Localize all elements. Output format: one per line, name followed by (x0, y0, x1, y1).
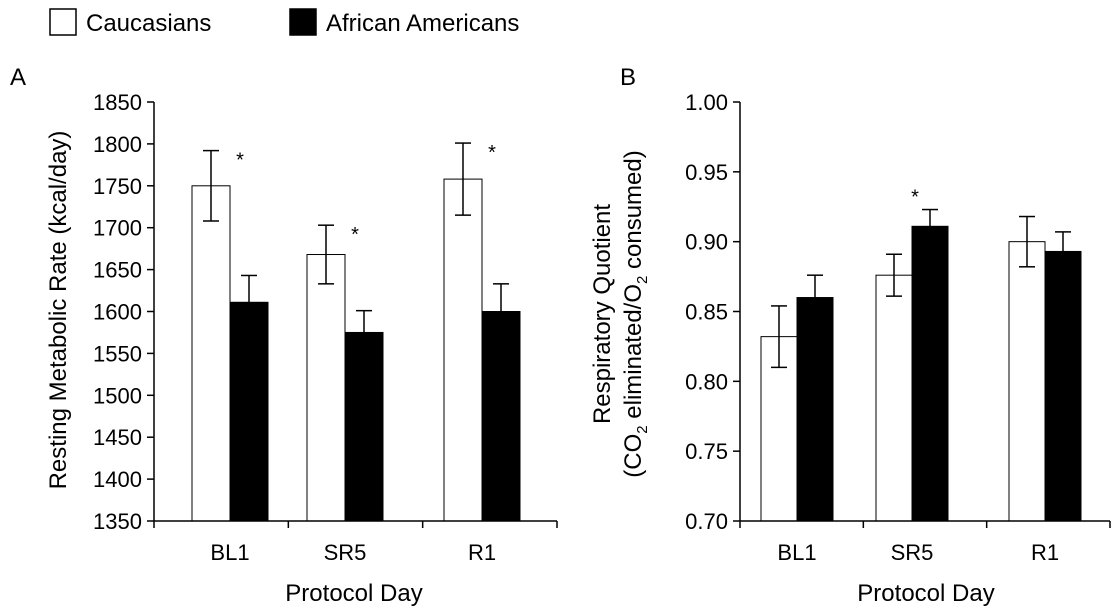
x-tick-label: SR5 (891, 540, 934, 565)
panel-b-x-axis-label: Protocol Day (857, 580, 994, 607)
panel-b-error-bars (771, 208, 1071, 369)
bar-african-americans-sr5 (911, 225, 949, 522)
y-tick-label: 1350 (93, 509, 142, 534)
y-tick-label: 1750 (93, 174, 142, 199)
panel-b-letter: B (620, 64, 636, 91)
y-tick-label: 1600 (93, 300, 142, 325)
panel-b-bars (760, 225, 1082, 522)
x-tick-label: R1 (468, 540, 496, 565)
y-tick-label: 1850 (93, 90, 142, 115)
y-tick-label: 1.00 (685, 90, 728, 115)
x-tick-label: BL1 (210, 540, 249, 565)
bar-african-americans-sr5 (344, 331, 384, 522)
panel-b-axes (733, 101, 1111, 528)
y-tick-label: 0.90 (685, 230, 728, 255)
y-tick-label: 1550 (93, 341, 142, 366)
x-tick-label: R1 (1031, 540, 1059, 565)
bar-caucasians-r1 (1008, 241, 1046, 522)
panel-b-y-axis-label-line1: Respiratory Quotient (589, 204, 616, 424)
y-tick-label: 1450 (93, 425, 142, 450)
panel-a-chart: * * * 1350 1400 1450 1500 1550 1600 1650 1700 1750… (45, 90, 558, 607)
bar-african-americans-r1 (1044, 250, 1082, 522)
panel-a-axes (147, 101, 558, 528)
legend-swatch-african-americans (289, 8, 317, 36)
significance-marker: * (488, 142, 496, 164)
bar-african-americans-bl1 (229, 301, 269, 522)
ylabel-sub-o2: 2 (634, 276, 651, 284)
panel-b-y-axis-label-line2: (CO2 eliminated/O2 consumed) (620, 150, 651, 477)
panel-b-chart: * 0.700.750.800.850.900.951.00 BL1 SR5 R1 … (589, 90, 1111, 607)
panel-b-x-tick-labels: BL1 SR5 R1 (777, 540, 1059, 565)
significance-marker: * (911, 187, 919, 209)
y-tick-label: 1400 (93, 467, 142, 492)
ylabel-sub-co2: 2 (634, 425, 651, 433)
panel-a-y-axis-label: Resting Metabolic Rate (kcal/day) (45, 131, 72, 490)
bar-caucasians-bl1 (191, 185, 231, 522)
panel-a-y-tick-labels: 1350 1400 1450 1500 1550 1600 1650 1700 1750 1800… (93, 90, 142, 534)
bar-african-americans-r1 (481, 311, 521, 522)
y-tick-label: 1500 (93, 383, 142, 408)
significance-marker: * (236, 150, 244, 172)
y-tick-label: 0.85 (685, 300, 728, 325)
x-tick-label: SR5 (324, 540, 367, 565)
legend-swatch-caucasians (49, 8, 77, 36)
y-tick-label: 0.75 (685, 439, 728, 464)
ylabel-part-a: (CO (620, 434, 647, 478)
legend: Caucasians African Americans (49, 8, 519, 37)
panel-b-significance: * (911, 187, 919, 209)
significance-marker: * (351, 224, 359, 246)
panel-b-y-tick-labels: 0.70 0.75 0.80 0.85 0.90 0.95 1.00 (685, 90, 728, 534)
ylabel-part-b: eliminated/O (620, 284, 647, 425)
legend-label-caucasians: Caucasians (86, 10, 211, 37)
bar-caucasians-r1 (443, 178, 483, 522)
ylabel-part-c: consumed) (620, 150, 647, 275)
panel-a-significance: * * * (236, 142, 496, 246)
y-tick-label: 1650 (93, 258, 142, 283)
x-tick-label: BL1 (777, 540, 816, 565)
bar-caucasians-sr5 (306, 254, 346, 522)
y-tick-label: 1800 (93, 132, 142, 157)
bar-caucasians-sr5 (875, 274, 913, 522)
legend-label-african-americans: African Americans (326, 10, 519, 37)
y-tick-label: 0.80 (685, 369, 728, 394)
y-tick-label: 0.70 (685, 509, 728, 534)
y-tick-label: 0.95 (685, 160, 728, 185)
panel-a-error-bars (203, 142, 509, 355)
panel-a-x-tick-labels: BL1 SR5 R1 (210, 540, 496, 565)
bar-african-americans-bl1 (796, 297, 834, 522)
panel-a-x-axis-label: Protocol Day (285, 580, 422, 607)
panel-a-letter: A (10, 64, 26, 91)
y-tick-label: 1700 (93, 216, 142, 241)
